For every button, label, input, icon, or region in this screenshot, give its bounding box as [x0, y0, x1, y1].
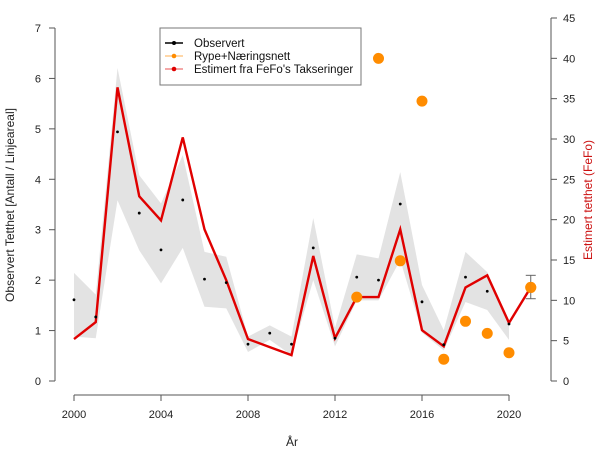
- y-right-tick-label: 45: [563, 13, 575, 25]
- y-right-tick-label: 25: [563, 174, 575, 186]
- x-tick-label: 2000: [62, 409, 86, 421]
- observed-point: [377, 278, 380, 282]
- legend-item-estimated: Estimert fra FeFo's Takseringer: [165, 64, 353, 76]
- estimated-line-layer: [73, 87, 532, 357]
- rype-point: [438, 353, 450, 365]
- observed-point: [507, 322, 511, 326]
- y-right-tick-label: 5: [563, 336, 569, 348]
- rype-point: [351, 291, 363, 303]
- rype-point: [460, 315, 471, 327]
- observed-point: [246, 342, 250, 346]
- y-right-tick-label: 15: [563, 255, 575, 267]
- legend-marker-rype: [171, 53, 177, 59]
- legend-marker-observed: [172, 41, 176, 45]
- rype-point: [481, 327, 493, 339]
- y-right-tick-label: 30: [563, 134, 575, 146]
- observed-point: [116, 130, 119, 134]
- observed-point: [224, 281, 228, 285]
- observed-point: [137, 211, 141, 215]
- y-left-tick-label: 7: [35, 23, 41, 35]
- observed-point: [355, 275, 359, 279]
- x-tick-label: 2020: [497, 409, 521, 421]
- y-left-tick-label: 2: [35, 275, 41, 287]
- observed-point: [398, 202, 402, 206]
- observed-point: [311, 246, 315, 250]
- y-axis-right-title: Estimert tetthet (FeFo): [581, 140, 595, 260]
- legend-label-rype: Rype+Næringsnett: [194, 51, 291, 63]
- rype-point: [525, 281, 537, 293]
- observed-point: [464, 275, 467, 279]
- observed-point: [268, 331, 272, 335]
- observed-point: [485, 289, 489, 293]
- legend-box: [159, 27, 362, 86]
- y-right-tick-label: 10: [563, 295, 575, 307]
- rype-point: [373, 52, 384, 64]
- points-layer: [72, 52, 537, 365]
- x-tick-label: 2012: [323, 409, 347, 421]
- observed-point: [290, 342, 293, 346]
- observed-point: [420, 300, 424, 304]
- rype-point: [503, 347, 515, 359]
- legend-item-observed: Observert: [165, 38, 245, 50]
- estimated-line: [73, 87, 532, 357]
- observed-point: [333, 336, 337, 340]
- x-tick-label: 2016: [410, 409, 434, 421]
- observed-point: [203, 277, 206, 281]
- y-left-tick-label: 4: [35, 174, 41, 186]
- observed-point: [72, 298, 76, 302]
- y-left-tick-label: 0: [35, 376, 41, 388]
- rype-point: [394, 255, 406, 267]
- x-tick-label: 2004: [149, 409, 173, 421]
- legend-marker-estimated: [171, 66, 177, 72]
- rype-point: [416, 95, 428, 107]
- legend: Observert Rype+Næringsnett Estimert fra …: [159, 27, 362, 86]
- y-left-tick-label: 1: [35, 326, 41, 338]
- confidence-band-layer: [74, 68, 509, 356]
- observed-point: [442, 343, 446, 347]
- y-right-tick-label: 0: [563, 376, 569, 388]
- x-tick-label: 2008: [236, 409, 260, 421]
- legend-label-observed: Observert: [194, 38, 245, 50]
- legend-label-estimated: Estimert fra FeFo's Takseringer: [194, 64, 353, 76]
- observed-point: [159, 248, 163, 252]
- legend-item-rype: Rype+Næringsnett: [165, 51, 291, 63]
- y-left-tick-label: 5: [35, 124, 41, 136]
- y-left-tick-label: 3: [35, 225, 41, 237]
- observed-point: [181, 198, 185, 202]
- confidence-band: [74, 68, 509, 356]
- y-left-tick-label: 6: [35, 73, 41, 85]
- y-axis-left-title: Observert Tetthet [Antall / Linjeareal]: [3, 108, 17, 302]
- observed-point: [94, 315, 98, 319]
- x-axis-title: År: [286, 434, 298, 449]
- y-right-tick-label: 40: [563, 53, 575, 65]
- y-right-tick-label: 35: [563, 94, 575, 106]
- y-right-tick-label: 20: [563, 215, 575, 227]
